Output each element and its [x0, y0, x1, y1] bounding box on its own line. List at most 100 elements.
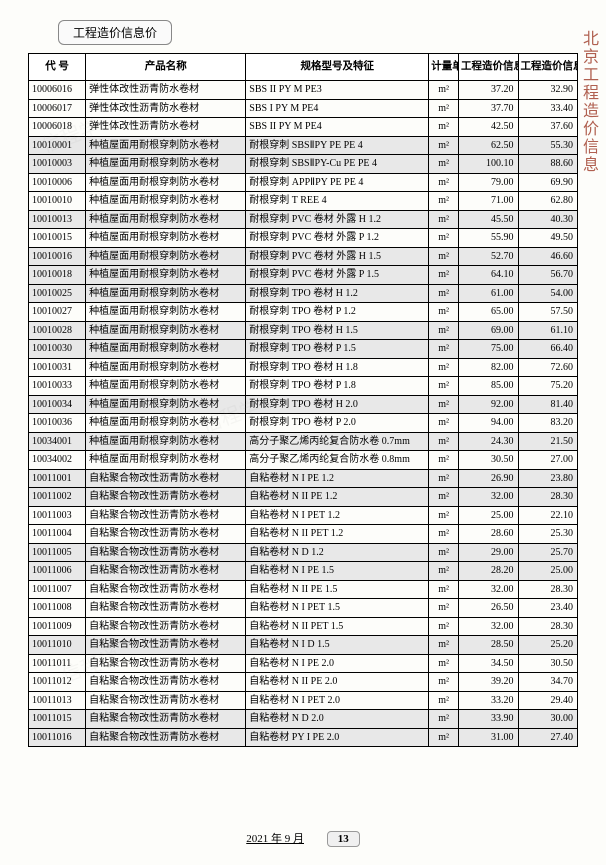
cell-name: 自粘聚合物改性沥青防水卷材 [86, 617, 246, 636]
cell-name: 种植屋面用耐根穿刺防水卷材 [86, 192, 246, 211]
table-row: 10011013自粘聚合物改性沥青防水卷材自粘卷材 N I PET 2.0m²3… [29, 691, 578, 710]
table-row: 10034001种植屋面用耐根穿刺防水卷材高分子聚乙烯丙纶复合防水卷 0.7mm… [29, 432, 578, 451]
cell-price-notax: 40.30 [518, 210, 578, 229]
table-row: 10010027种植屋面用耐根穿刺防水卷材耐根穿刺 TPO 卷材 P 1.2m²… [29, 303, 578, 322]
table-row: 10011015自粘聚合物改性沥青防水卷材自粘卷材 N D 2.0m²33.90… [29, 710, 578, 729]
table-row: 10010015种植屋面用耐根穿刺防水卷材耐根穿刺 PVC 卷材 外露 P 1.… [29, 229, 578, 248]
cell-code: 10010001 [29, 136, 86, 155]
cell-price-tax: 94.00 [459, 414, 518, 433]
cell-price-tax: 64.10 [459, 266, 518, 285]
cell-price-notax: 25.30 [518, 525, 578, 544]
cell-price-notax: 27.40 [518, 728, 578, 747]
table-row: 10011005自粘聚合物改性沥青防水卷材自粘卷材 N D 1.2m²29.00… [29, 543, 578, 562]
cell-price-tax: 65.00 [459, 303, 518, 322]
cell-price-tax: 26.90 [459, 469, 518, 488]
page-number: 13 [327, 831, 360, 847]
table-row: 10011004自粘聚合物改性沥青防水卷材自粘卷材 N II PET 1.2m²… [29, 525, 578, 544]
cell-code: 10010006 [29, 173, 86, 192]
cell-unit: m² [429, 451, 459, 470]
col-p1: 工程造价信息价（含税） [459, 54, 518, 81]
cell-price-notax: 25.70 [518, 543, 578, 562]
cell-spec: 耐根穿刺 TPO 卷材 H 1.2 [246, 284, 429, 303]
table-row: 10010034种植屋面用耐根穿刺防水卷材耐根穿刺 TPO 卷材 H 2.0m²… [29, 395, 578, 414]
cell-spec: 耐根穿刺 TPO 卷材 P 1.5 [246, 340, 429, 359]
cell-code: 10011010 [29, 636, 86, 655]
cell-unit: m² [429, 303, 459, 322]
cell-unit: m² [429, 247, 459, 266]
cell-unit: m² [429, 210, 459, 229]
cell-unit: m² [429, 136, 459, 155]
cell-name: 自粘聚合物改性沥青防水卷材 [86, 506, 246, 525]
cell-unit: m² [429, 562, 459, 581]
cell-code: 10011007 [29, 580, 86, 599]
cell-code: 10011002 [29, 488, 86, 507]
cell-unit: m² [429, 414, 459, 433]
table-row: 10010001种植屋面用耐根穿刺防水卷材耐根穿刺 SBSⅡPY PE PE 4… [29, 136, 578, 155]
cell-price-notax: 72.60 [518, 358, 578, 377]
cell-unit: m² [429, 710, 459, 729]
cell-spec: 耐根穿刺 PVC 卷材 外露 P 1.2 [246, 229, 429, 248]
cell-price-notax: 28.30 [518, 488, 578, 507]
cell-price-notax: 23.80 [518, 469, 578, 488]
cell-name: 种植屋面用耐根穿刺防水卷材 [86, 451, 246, 470]
cell-price-tax: 24.30 [459, 432, 518, 451]
cell-code: 10010031 [29, 358, 86, 377]
cell-price-tax: 45.50 [459, 210, 518, 229]
cell-unit: m² [429, 192, 459, 211]
footer-date: 2021 年 9 月 [246, 833, 304, 845]
cell-spec: 自粘卷材 PY I PE 2.0 [246, 728, 429, 747]
header-tab: 工程造价信息价 [58, 20, 172, 45]
table-row: 10011010自粘聚合物改性沥青防水卷材自粘卷材 N I D 1.5m²28.… [29, 636, 578, 655]
cell-price-tax: 28.20 [459, 562, 518, 581]
cell-spec: 耐根穿刺 SBSⅡPY PE PE 4 [246, 136, 429, 155]
cell-price-tax: 29.00 [459, 543, 518, 562]
table-row: 10010028种植屋面用耐根穿刺防水卷材耐根穿刺 TPO 卷材 H 1.5m²… [29, 321, 578, 340]
cell-price-notax: 57.50 [518, 303, 578, 322]
cell-price-tax: 33.20 [459, 691, 518, 710]
table-row: 10011009自粘聚合物改性沥青防水卷材自粘卷材 N II PET 1.5m²… [29, 617, 578, 636]
cell-spec: 耐根穿刺 PVC 卷材 外露 H 1.5 [246, 247, 429, 266]
cell-spec: 耐根穿刺 TPO 卷材 H 1.5 [246, 321, 429, 340]
cell-unit: m² [429, 321, 459, 340]
cell-unit: m² [429, 654, 459, 673]
cell-unit: m² [429, 229, 459, 248]
cell-spec: 耐根穿刺 TPO 卷材 P 1.8 [246, 377, 429, 396]
cell-spec: 自粘卷材 N II PET 1.5 [246, 617, 429, 636]
cell-price-notax: 28.30 [518, 617, 578, 636]
cell-code: 10006018 [29, 118, 86, 137]
col-code: 代 号 [29, 54, 86, 81]
cell-spec: 高分子聚乙烯丙纶复合防水卷 0.8mm [246, 451, 429, 470]
table-row: 10010010种植屋面用耐根穿刺防水卷材耐根穿刺 T REE 4m²71.00… [29, 192, 578, 211]
cell-spec: 自粘卷材 N I PET 1.5 [246, 599, 429, 618]
cell-spec: 耐根穿刺 T REE 4 [246, 192, 429, 211]
cell-code: 10011004 [29, 525, 86, 544]
table-row: 10011016自粘聚合物改性沥青防水卷材自粘卷材 PY I PE 2.0m²3… [29, 728, 578, 747]
cell-price-notax: 25.00 [518, 562, 578, 581]
cell-spec: 自粘卷材 N I PE 1.2 [246, 469, 429, 488]
cell-spec: 耐根穿刺 TPO 卷材 P 1.2 [246, 303, 429, 322]
table-row: 10011001自粘聚合物改性沥青防水卷材自粘卷材 N I PE 1.2m²26… [29, 469, 578, 488]
cell-price-notax: 61.10 [518, 321, 578, 340]
cell-spec: 自粘卷材 N I PE 2.0 [246, 654, 429, 673]
cell-code: 10011006 [29, 562, 86, 581]
cell-spec: 耐根穿刺 TPO 卷材 H 2.0 [246, 395, 429, 414]
cell-unit: m² [429, 432, 459, 451]
cell-price-tax: 100.10 [459, 155, 518, 174]
cell-unit: m² [429, 543, 459, 562]
cell-name: 种植屋面用耐根穿刺防水卷材 [86, 155, 246, 174]
cell-unit: m² [429, 358, 459, 377]
cell-spec: 自粘卷材 N I PET 2.0 [246, 691, 429, 710]
cell-price-notax: 30.00 [518, 710, 578, 729]
cell-spec: 自粘卷材 N II PET 1.2 [246, 525, 429, 544]
cell-price-notax: 81.40 [518, 395, 578, 414]
cell-name: 自粘聚合物改性沥青防水卷材 [86, 710, 246, 729]
cell-name: 弹性体改性沥青防水卷材 [86, 99, 246, 118]
cell-spec: 耐根穿刺 TPO 卷材 H 1.8 [246, 358, 429, 377]
cell-price-tax: 32.00 [459, 580, 518, 599]
col-p2: 工程造价信息价（除税） [518, 54, 578, 81]
table-row: 10010013种植屋面用耐根穿刺防水卷材耐根穿刺 PVC 卷材 外露 H 1.… [29, 210, 578, 229]
cell-unit: m² [429, 266, 459, 285]
cell-price-tax: 37.70 [459, 99, 518, 118]
cell-price-notax: 21.50 [518, 432, 578, 451]
cell-price-notax: 55.30 [518, 136, 578, 155]
